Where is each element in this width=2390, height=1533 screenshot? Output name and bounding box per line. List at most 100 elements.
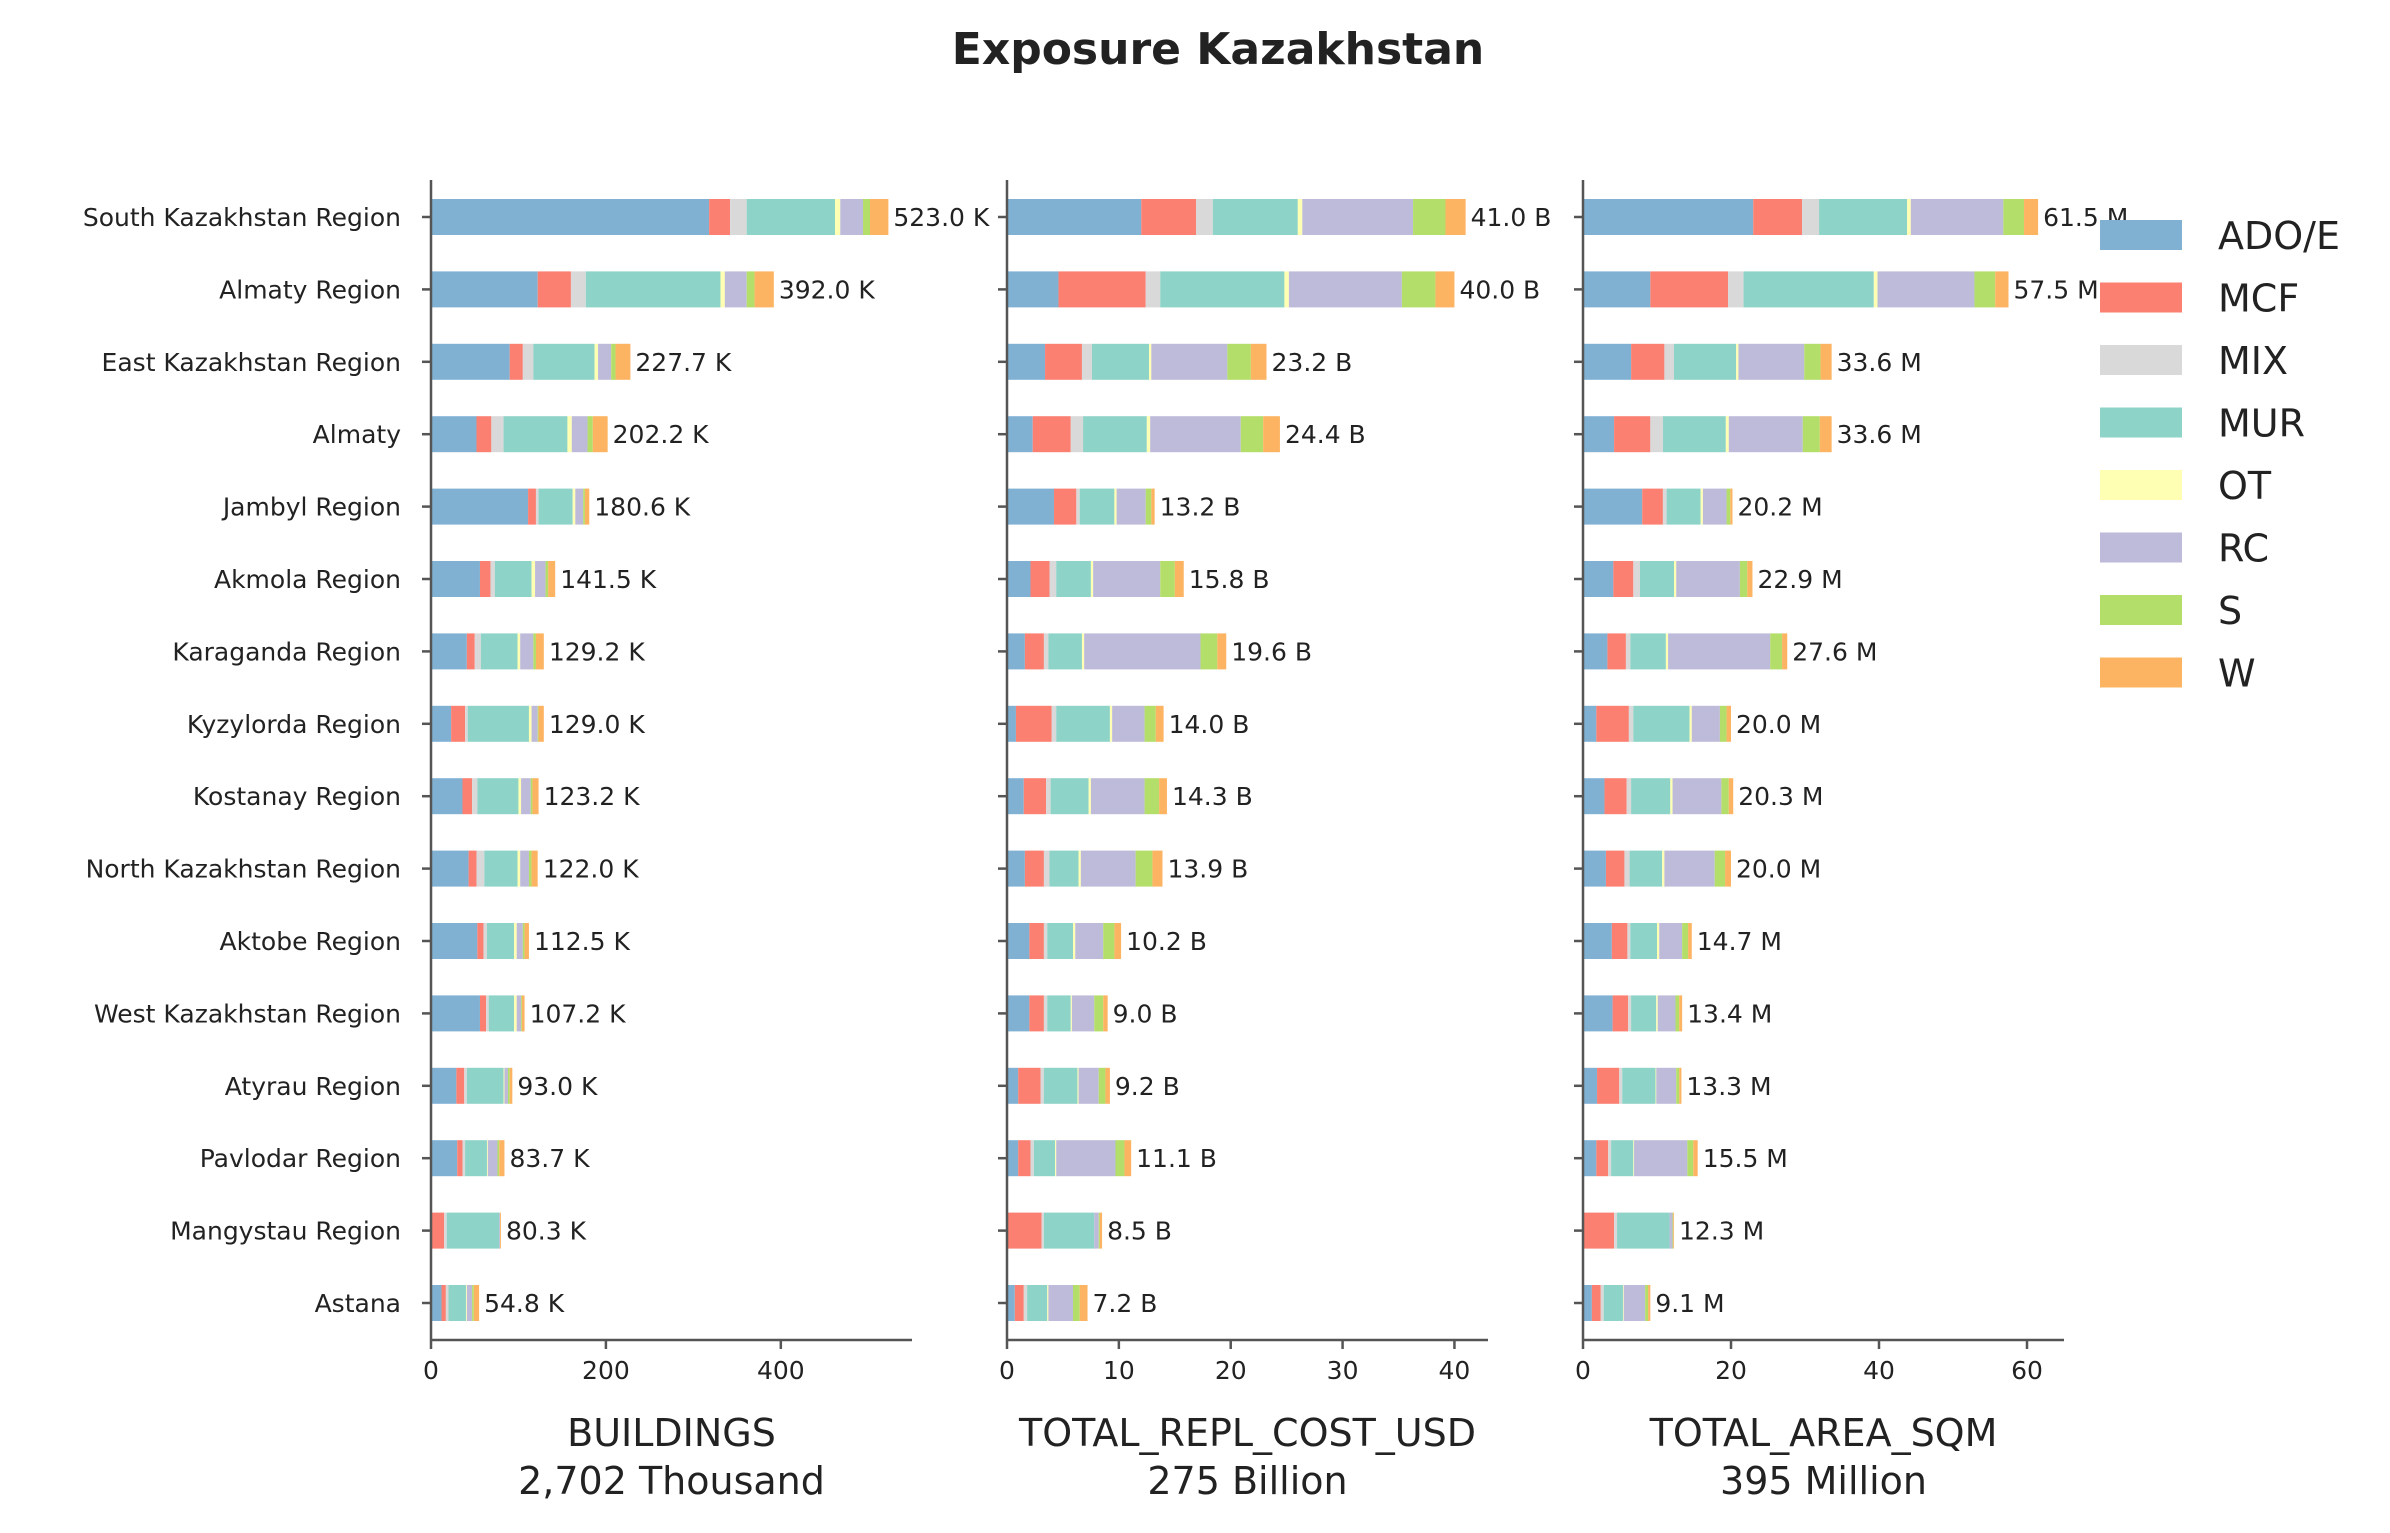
bar-segment — [535, 633, 544, 670]
bar-segment — [1583, 850, 1606, 887]
bar-segment — [1049, 561, 1057, 597]
bar-segment — [507, 1067, 510, 1104]
bar-total-label: 141.5 K — [560, 565, 657, 594]
bar-segment — [1146, 416, 1151, 453]
bar-segment — [1676, 561, 1740, 597]
y-tick-label: Almaty — [313, 420, 402, 449]
bar-segment — [1250, 343, 1267, 380]
x-tick-label: 30 — [1327, 1356, 1359, 1385]
bar-segment — [1024, 850, 1044, 887]
bar-total-label: 20.2 M — [1737, 493, 1822, 522]
bar-segment — [1907, 199, 1911, 235]
bar-segment — [1820, 343, 1832, 380]
y-tick-label: Almaty Region — [219, 275, 401, 304]
bar-segment — [1055, 1140, 1057, 1177]
bar-segment — [431, 343, 510, 380]
legend-swatch — [2100, 595, 2182, 625]
bar-segment — [1029, 995, 1044, 1032]
bar-segment — [1077, 1067, 1079, 1104]
x-axis-label: TOTAL_REPL_COST_USD — [1018, 1411, 1476, 1455]
bar-total-label: 523.0 K — [893, 203, 990, 232]
bar-segment — [1600, 1285, 1604, 1321]
legend-swatch — [2100, 532, 2182, 563]
x-tick-label: 60 — [2011, 1356, 2043, 1385]
bar-segment — [1655, 1067, 1657, 1104]
bar-segment — [1196, 199, 1213, 235]
bar-segment — [1152, 850, 1163, 887]
bar-total-label: 33.6 M — [1837, 420, 1922, 449]
bar-segment — [746, 271, 755, 308]
bar-segment — [462, 778, 473, 815]
bar-segment — [1445, 199, 1466, 235]
legend-label: MUR — [2218, 402, 2305, 446]
bar-segment — [1583, 271, 1651, 308]
bar-segment — [431, 561, 480, 597]
bar-segment — [1007, 995, 1030, 1032]
bar-segment — [1043, 1212, 1095, 1249]
bar-segment — [446, 1212, 500, 1249]
bar-segment — [1583, 343, 1632, 380]
bar-segment — [1200, 633, 1218, 670]
y-tick-label: Aktobe Region — [220, 927, 401, 956]
bar-segment — [1007, 850, 1025, 887]
bar-segment — [1619, 1067, 1623, 1104]
bar-segment — [1007, 1067, 1019, 1104]
y-tick-label: West Kazakhstan Region — [94, 999, 401, 1028]
bar-segment — [1092, 343, 1150, 380]
bar-segment — [1674, 343, 1737, 380]
bar-segment — [1155, 705, 1164, 742]
bar-segment — [1674, 561, 1677, 597]
bar-segment — [1159, 778, 1167, 815]
bar-segment — [1015, 705, 1052, 742]
bar-segment — [431, 850, 469, 887]
bar-segment — [1413, 199, 1446, 235]
bar-segment — [1583, 1140, 1597, 1177]
bar-segment — [1583, 705, 1597, 742]
bar-segment — [476, 850, 485, 887]
bar-segment — [545, 561, 549, 597]
bar-segment — [1094, 995, 1104, 1032]
bar-segment — [1672, 1212, 1674, 1249]
bar-segment — [509, 343, 523, 380]
bar-segment — [1612, 995, 1629, 1032]
bar-segment — [1614, 416, 1651, 453]
bar-segment — [1023, 778, 1047, 815]
bar-segment — [1088, 778, 1091, 815]
bar-segment — [1679, 995, 1683, 1032]
bar-segment — [1633, 705, 1690, 742]
bar-segment — [730, 199, 747, 235]
bar-segment — [1728, 778, 1734, 815]
bar-segment — [520, 633, 534, 670]
bar-segment — [484, 850, 518, 887]
bar-segment — [1726, 488, 1731, 525]
bar-segment — [1673, 1212, 1675, 1249]
bar-segment — [1629, 850, 1663, 887]
bar-segment — [1714, 850, 1726, 887]
bar-segment — [567, 416, 572, 453]
bar-segment — [570, 271, 586, 308]
bar-segment — [1145, 488, 1152, 525]
bar-total-label: 11.1 B — [1136, 1144, 1217, 1173]
bar-segment — [1007, 778, 1024, 815]
bar-segment — [538, 488, 573, 525]
bar-segment — [1007, 923, 1030, 959]
bar-total-label: 13.2 B — [1160, 493, 1241, 522]
bar-total-label: 129.0 K — [549, 710, 646, 739]
bar-segment — [451, 705, 466, 742]
y-tick-label: Atyrau Region — [225, 1072, 401, 1101]
legend-label: W — [2218, 652, 2256, 696]
panel-3: 61.5 M57.5 M33.6 M33.6 M20.2 M22.9 M27.6… — [1574, 180, 2128, 1503]
bar-segment — [1007, 1212, 1042, 1249]
bar-segment — [1804, 343, 1821, 380]
bar-segment — [1659, 923, 1683, 959]
bar-segment — [514, 995, 517, 1032]
bar-segment — [724, 271, 747, 308]
bar-segment — [531, 705, 538, 742]
bar-segment — [1626, 778, 1632, 815]
bar-segment — [1073, 923, 1076, 959]
bar-segment — [1144, 778, 1160, 815]
bar-total-label: 7.2 B — [1093, 1289, 1158, 1318]
bar-segment — [863, 199, 871, 235]
bar-segment — [1648, 1285, 1651, 1321]
bar-segment — [1611, 1140, 1634, 1177]
